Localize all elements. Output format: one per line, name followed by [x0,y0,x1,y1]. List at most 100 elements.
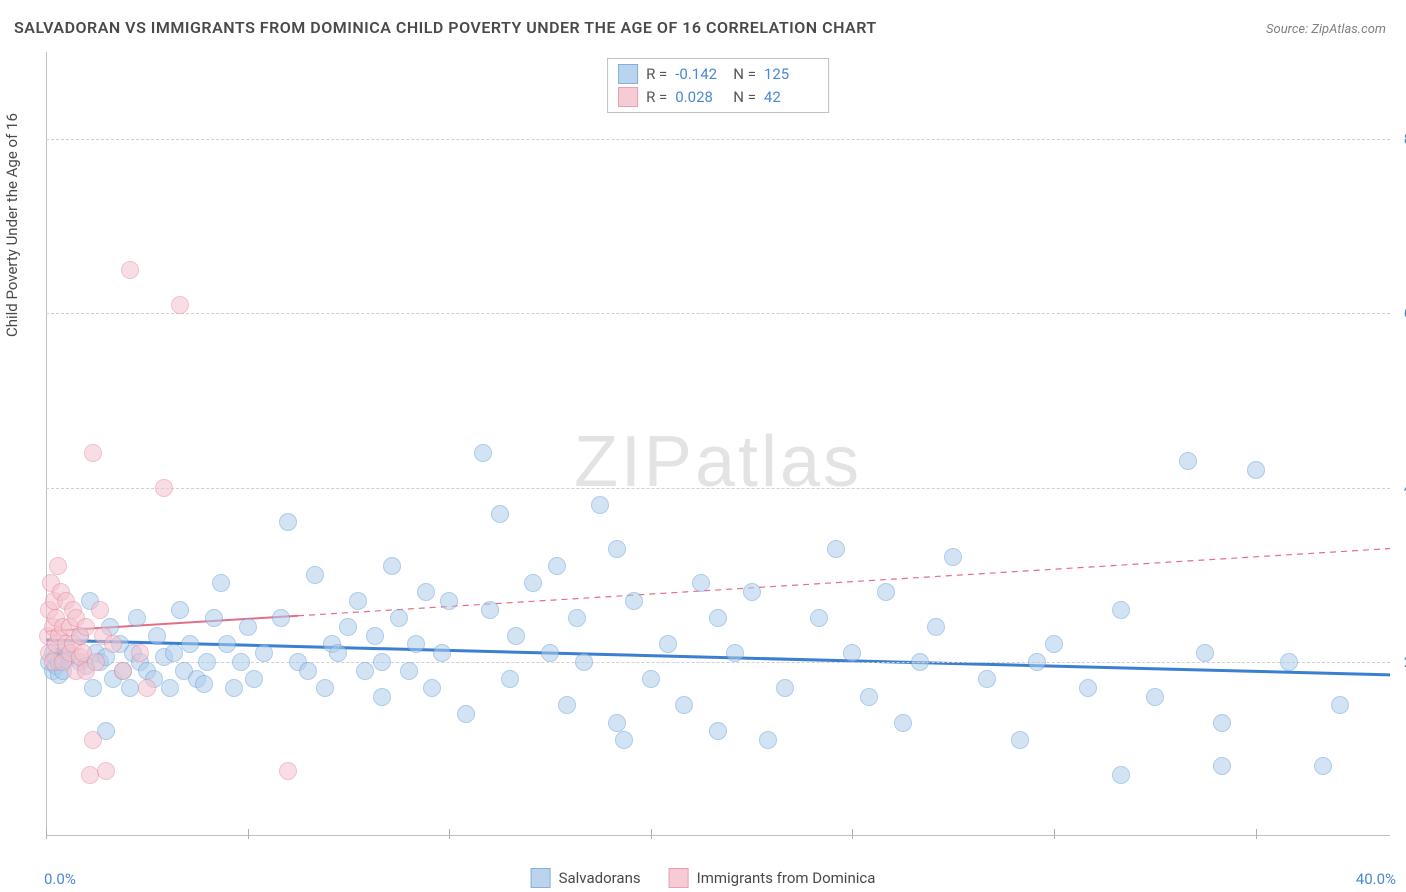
scatter-point [1331,696,1349,714]
chart-plot-area: ZIPatlas R = -0.142 N = 125 R = 0.028 N … [46,52,1390,836]
scatter-point [1179,452,1197,470]
scatter-point [944,548,962,566]
scatter-point [608,714,626,732]
scatter-point [860,688,878,706]
legend-swatch-blue [531,868,551,888]
scatter-point [625,592,643,610]
watermark-atlas: atlas [695,422,862,502]
scatter-point [212,574,230,592]
scatter-point [501,670,519,688]
scatter-point [1213,757,1231,775]
scatter-point [591,496,609,514]
scatter-point [1314,757,1332,775]
scatter-point [299,662,317,680]
trend-lines-svg [46,52,1390,836]
scatter-point [558,696,576,714]
scatter-point [171,296,189,314]
scatter-point [759,731,777,749]
legend-item-2: Immigrants from Dominica [669,868,876,888]
stats-row-1: R = -0.142 N = 125 [618,63,814,86]
legend-label-1: Salvadorans [559,869,641,887]
scatter-point [481,601,499,619]
scatter-point [642,670,660,688]
scatter-point [877,583,895,601]
scatter-point [726,644,744,662]
scatter-point [77,618,95,636]
x-tick [449,829,450,839]
n-value-1: 125 [764,63,814,86]
grid-line-h [46,488,1390,489]
x-axis-max-label: 40.0% [1356,870,1396,888]
grid-line-h [46,139,1390,140]
scatter-point [548,557,566,575]
scatter-point [121,261,139,279]
scatter-point [255,644,273,662]
scatter-point [356,662,374,680]
stats-row-2: R = 0.028 N = 42 [618,86,814,109]
scatter-point [433,644,451,662]
scatter-point [84,679,102,697]
y-axis-title: Child Poverty Under the Age of 16 [3,113,21,337]
scatter-point [810,609,828,627]
scatter-point [239,618,257,636]
scatter-point [49,557,67,575]
scatter-point [128,609,146,627]
stats-legend-box: R = -0.142 N = 125 R = 0.028 N = 42 [607,58,829,113]
scatter-point [148,627,166,645]
scatter-point [198,653,216,671]
legend-label-2: Immigrants from Dominica [697,869,876,887]
scatter-point [1112,766,1130,784]
scatter-point [709,722,727,740]
scatter-point [383,557,401,575]
scatter-point [843,644,861,662]
scatter-point [407,635,425,653]
scatter-point [87,653,105,671]
r-value-1: -0.142 [675,63,725,86]
stats-swatch-pink [618,87,638,107]
scatter-point [894,714,912,732]
scatter-point [1280,653,1298,671]
scatter-point [1146,688,1164,706]
chart-title: SALVADORAN VS IMMIGRANTS FROM DOMINICA C… [14,18,877,37]
n-label-1: N = [733,63,756,86]
scatter-point [608,540,626,558]
x-tick [651,829,652,839]
x-tick [248,829,249,839]
scatter-point [911,653,929,671]
scatter-point [329,644,347,662]
scatter-point [474,444,492,462]
scatter-point [316,679,334,697]
n-label-2: N = [733,86,756,109]
scatter-point [568,609,586,627]
scatter-point [97,762,115,780]
r-label-1: R = [646,63,667,86]
scatter-point [155,479,173,497]
scatter-point [349,592,367,610]
scatter-point [138,679,156,697]
scatter-point [457,705,475,723]
scatter-point [195,675,213,693]
x-tick [1054,829,1055,839]
scatter-point [423,679,441,697]
scatter-point [279,513,297,531]
scatter-point [181,635,199,653]
stats-swatch-blue [618,64,638,84]
grid-line-h [46,313,1390,314]
watermark: ZIPatlas [574,421,862,503]
scatter-point [306,566,324,584]
scatter-point [1045,635,1063,653]
scatter-point [104,635,122,653]
scatter-point [279,762,297,780]
scatter-point [1112,601,1130,619]
scatter-point [541,644,559,662]
scatter-point [659,635,677,653]
scatter-point [91,601,109,619]
source-attribution: Source: ZipAtlas.com [1266,22,1386,37]
scatter-point [507,627,525,645]
scatter-point [575,653,593,671]
scatter-point [161,679,179,697]
scatter-point [615,731,633,749]
scatter-point [978,670,996,688]
scatter-point [171,601,189,619]
scatter-point [373,688,391,706]
